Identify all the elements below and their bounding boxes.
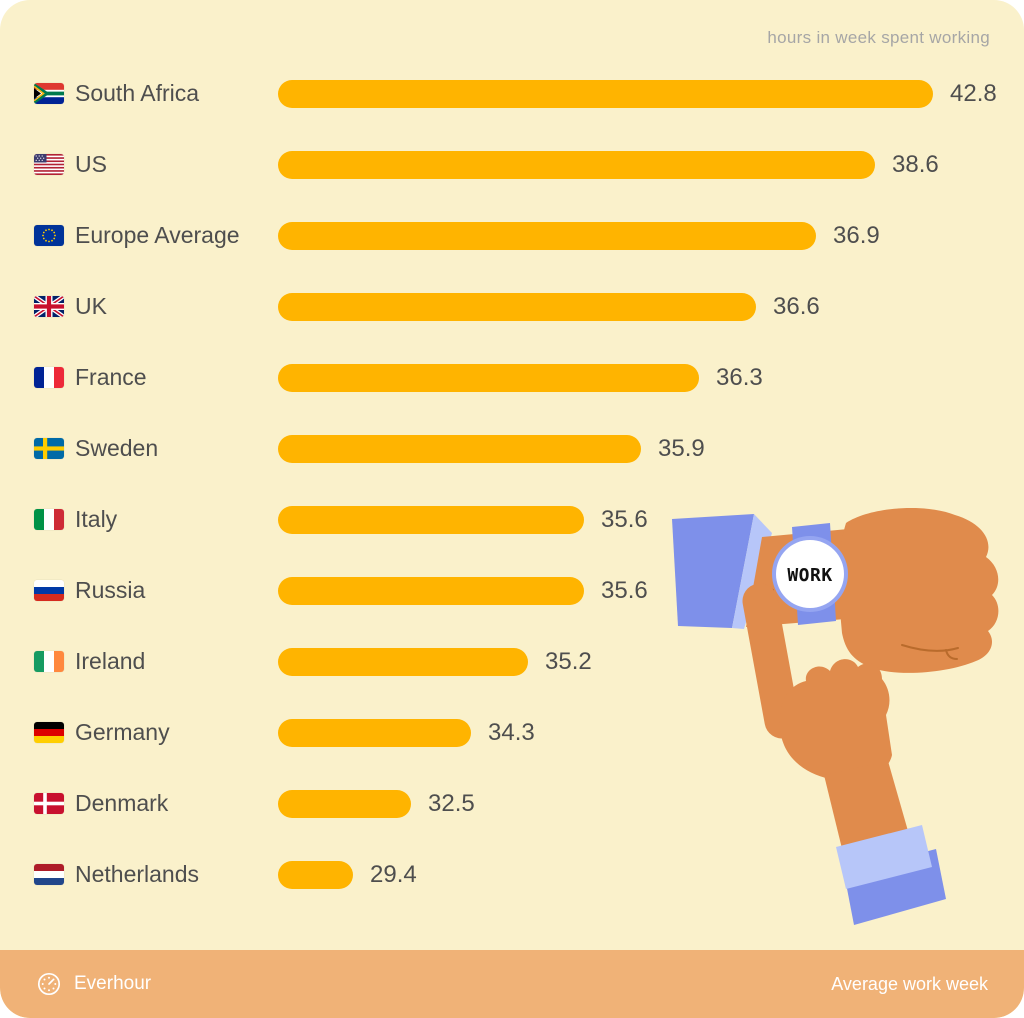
chart-row: US 38.6 (0, 129, 1024, 200)
everhour-clock-icon (37, 972, 61, 996)
chart-row: Germany 34.3 (0, 697, 1024, 768)
value-label: 36.3 (716, 363, 763, 391)
us-flag-icon (34, 154, 64, 175)
value-label: 32.5 (428, 789, 475, 817)
watch-text: WORK (787, 565, 832, 586)
germany-flag-icon (34, 722, 64, 743)
ireland-flag-icon (34, 651, 64, 672)
watch-illustration: WORK (672, 508, 999, 925)
chart-row: Italy 35.6 (0, 484, 1024, 555)
value-label: 38.6 (892, 150, 939, 178)
country-label: Netherlands (75, 861, 200, 887)
value-label: 35.9 (658, 434, 705, 462)
chart-row: Russia 35.6 (0, 555, 1024, 626)
country-label: Ireland (75, 648, 146, 674)
value-label: 35.6 (601, 576, 648, 604)
bar-russia (278, 576, 584, 605)
chart-row: Netherlands 29.4 (0, 839, 1024, 910)
chart-row: Sweden 35.9 (0, 413, 1024, 484)
bar-uk (278, 292, 756, 321)
value-label: 36.9 (833, 221, 880, 249)
eu-flag-icon (34, 225, 64, 246)
country-label: Italy (75, 506, 118, 532)
country-label: UK (75, 293, 107, 319)
bar-chart: South Africa 42.8 US 38.6 Europe Average… (0, 58, 1024, 910)
footer: Everhour Average work week (0, 950, 1024, 1018)
pointing-hand (742, 583, 946, 925)
south-africa-flag-icon (34, 83, 64, 104)
chart-title: hours in week spent working (767, 28, 990, 47)
country-label: Sweden (75, 435, 159, 461)
value-label: 29.4 (370, 860, 417, 888)
value-label: 36.6 (773, 292, 820, 320)
value-label: 42.8 (950, 79, 997, 107)
country-label: Germany (75, 719, 170, 745)
country-label: France (75, 364, 147, 390)
bar-us (278, 150, 875, 179)
bar-italy (278, 505, 584, 534)
footer-caption: Average work week (831, 973, 988, 994)
country-label: US (75, 151, 107, 177)
chart-row: Europe Average 36.9 (0, 200, 1024, 271)
country-label: South Africa (75, 80, 200, 106)
brand-name: Everhour (74, 973, 152, 994)
chart-row: Denmark 32.5 (0, 768, 1024, 839)
bar-germany (278, 718, 471, 747)
italy-flag-icon (34, 509, 64, 530)
value-label: 35.2 (545, 647, 592, 675)
denmark-flag-icon (34, 793, 64, 814)
bar-france (278, 363, 699, 392)
chart-row: Ireland 35.2 (0, 626, 1024, 697)
bar-sweden (278, 434, 641, 463)
bar-south-africa (278, 79, 933, 108)
chart-row: South Africa 42.8 (0, 58, 1024, 129)
netherlands-flag-icon (34, 864, 64, 885)
bar-europe-average (278, 221, 816, 250)
russia-flag-icon (34, 580, 64, 601)
chart-row: France 36.3 (0, 342, 1024, 413)
value-label: 35.6 (601, 505, 648, 533)
france-flag-icon (34, 367, 64, 388)
uk-flag-icon (34, 296, 64, 317)
country-label: Europe Average (75, 222, 240, 248)
bar-netherlands (278, 860, 353, 889)
watch-face: WORK (772, 536, 848, 612)
country-label: Denmark (75, 790, 169, 816)
value-label: 34.3 (488, 718, 535, 746)
chart-row: UK 36.6 (0, 271, 1024, 342)
country-label: Russia (75, 577, 146, 603)
bar-denmark (278, 789, 411, 818)
bar-ireland (278, 647, 528, 676)
fist (839, 508, 999, 673)
brand: Everhour (36, 971, 151, 997)
sweden-flag-icon (34, 438, 64, 459)
